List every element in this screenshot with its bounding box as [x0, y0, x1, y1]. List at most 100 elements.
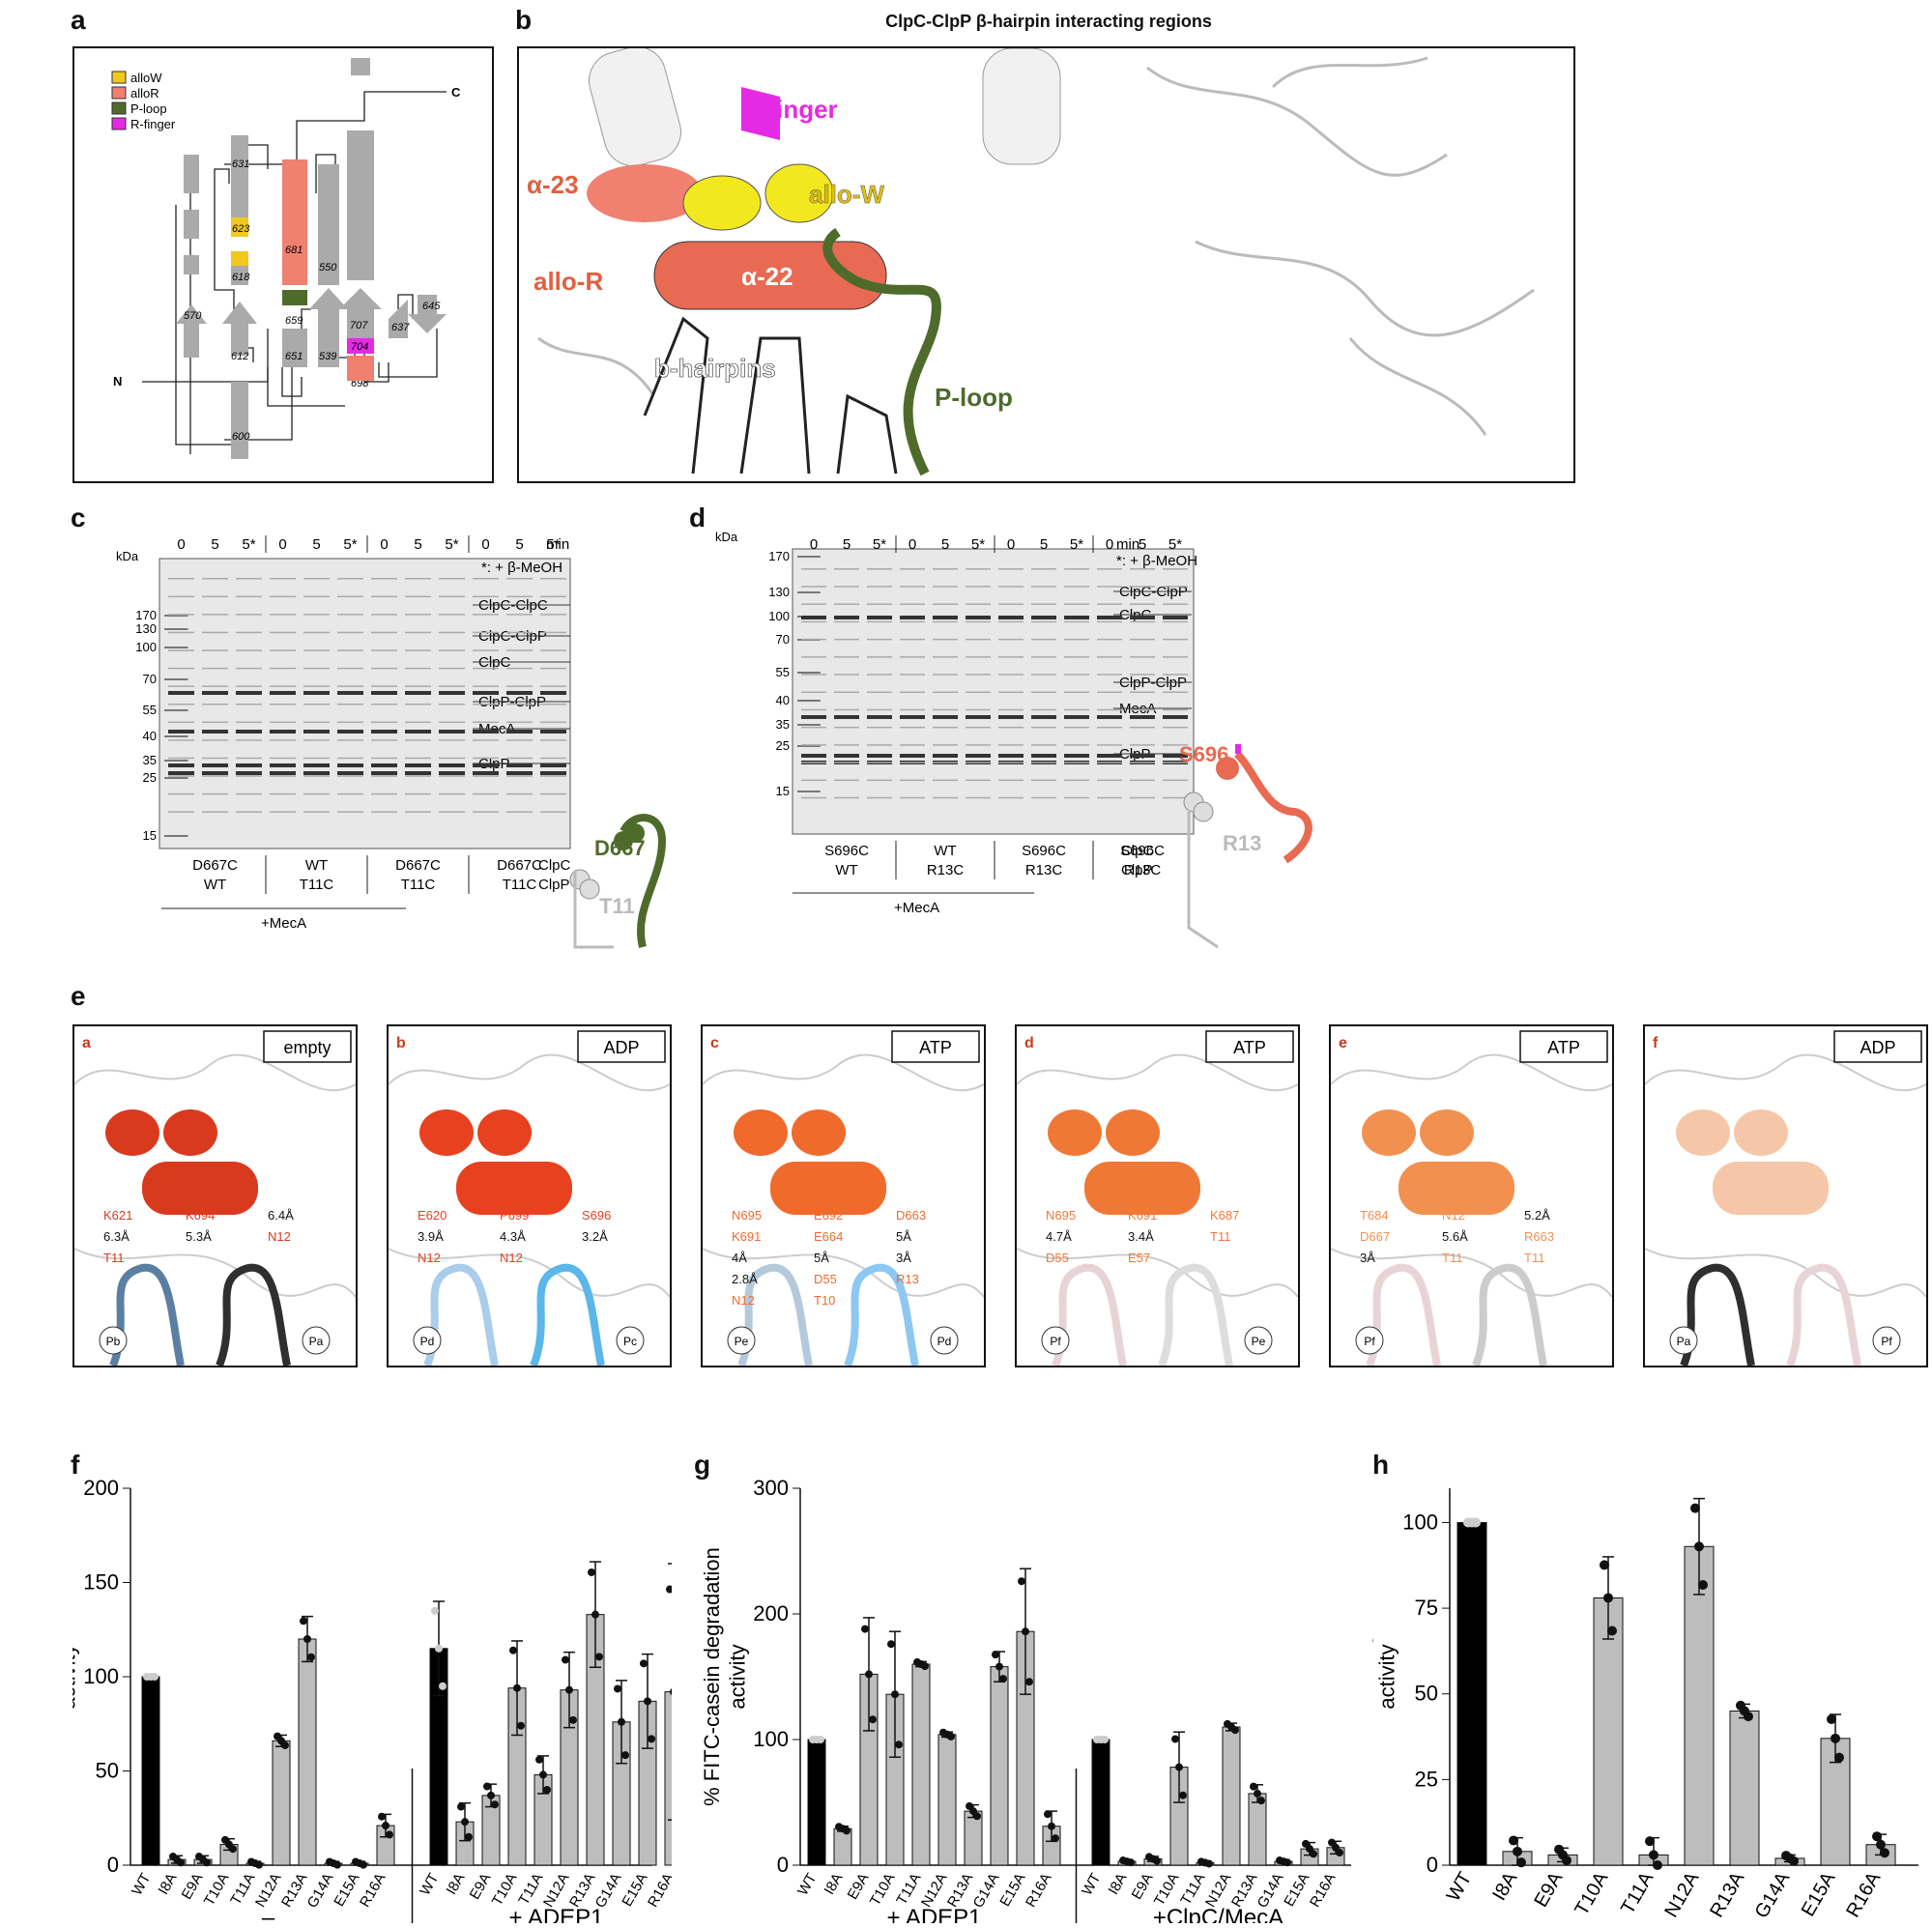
legend-label-allow: alloW [130, 71, 162, 85]
protomer-badge [727, 1326, 756, 1355]
faint-band [473, 667, 499, 670]
helix-small [1362, 1109, 1416, 1156]
time-label: 5* [546, 536, 560, 553]
data-point [865, 1670, 873, 1679]
faint-band [371, 631, 397, 634]
alpha23-helix [587, 164, 703, 222]
faint-band [1163, 638, 1188, 641]
residue-label: D55 [814, 1272, 837, 1286]
faint-band [1163, 796, 1188, 799]
legend-swatch-allor [111, 86, 127, 100]
residue-label: D667 [1360, 1229, 1390, 1244]
faint-band [933, 779, 958, 782]
panel-letter-h: h [1372, 1450, 1390, 1480]
faint-band [1064, 708, 1089, 711]
faint-band [801, 796, 826, 799]
res-631: 631 [232, 158, 249, 170]
gel-band [867, 715, 892, 719]
data-point [513, 1683, 521, 1692]
faint-band [966, 620, 991, 623]
faint-band [1130, 656, 1155, 658]
state-box [1205, 1030, 1294, 1063]
time-labels-c: 0 5 5* 0 5 5* 0 5 5* 0 5 5* [177, 535, 561, 553]
protomer-label: Pe [735, 1335, 749, 1348]
residue-label: T11 [1442, 1251, 1462, 1265]
faint-band [966, 726, 991, 729]
time-label: 0 [908, 536, 916, 553]
res-707: 707 [350, 320, 368, 331]
data-point [1509, 1835, 1518, 1846]
faint-band [834, 779, 859, 782]
note-d: *: + β-MeOH [1116, 553, 1197, 569]
data-point [614, 1684, 621, 1693]
residue-label: K691 [732, 1229, 761, 1244]
mw-marker: 100 [135, 640, 157, 654]
faint-band [834, 620, 859, 623]
residue-label: N12 [418, 1251, 441, 1265]
data-point [1044, 1810, 1052, 1819]
faint-band [1097, 708, 1122, 711]
panel-letter-c: c [71, 503, 86, 532]
faint-band [801, 603, 826, 605]
background-ribbons [537, 56, 1535, 436]
beta-hairpin [1158, 1263, 1233, 1366]
distance-label: 4Å [732, 1251, 747, 1265]
residue-label: T10 [814, 1293, 835, 1308]
helix-top [351, 58, 370, 75]
time-label: 5 [941, 536, 949, 553]
gel-band [867, 754, 892, 758]
x-tick-label: I8A [443, 1871, 468, 1898]
x-tick-label: I8A [155, 1871, 180, 1898]
faint-band [998, 744, 1024, 746]
faint-band [801, 726, 826, 729]
protomer-badge [302, 1326, 331, 1355]
faint-band [506, 757, 533, 760]
panel-b-title: ClpC-ClpP β-hairpin interacting regions [885, 12, 1212, 31]
time-label: 5 [211, 536, 218, 553]
data-point [439, 1682, 447, 1690]
gel-panel-c: kDa 0 5 5* 0 5 5* 0 5 5* 0 5 5* min *: + β-MeOH 170… [92, 522, 710, 976]
chart-g: 0 100 200 300 % FITC-casein degradationactiv… [694, 1469, 1361, 1928]
faint-band [270, 811, 296, 813]
gel-band [202, 730, 228, 734]
res-618: 618 [232, 272, 250, 283]
faint-band [834, 762, 859, 763]
gel-band [168, 763, 194, 767]
faint-band [337, 614, 363, 616]
faint-band [303, 685, 330, 687]
x-tick-label: G14A [1751, 1868, 1795, 1922]
label-alpha23: α-23 [527, 170, 579, 199]
data-point [1645, 1836, 1655, 1847]
faint-band [439, 631, 465, 634]
x-tick-label: R16A [1023, 1871, 1054, 1911]
faint-band [337, 811, 363, 813]
data-point [995, 1662, 1003, 1671]
residue-label: N12 [1442, 1208, 1465, 1223]
inset-structure-c: D667 T11 [569, 814, 667, 949]
time-label: 5 [515, 536, 523, 553]
data-point [1283, 1858, 1291, 1867]
panel-letter-a: a [71, 5, 86, 35]
data-point [1127, 1858, 1135, 1867]
faint-band [998, 762, 1024, 763]
faint-band [405, 792, 431, 795]
faint-band [867, 691, 892, 693]
panel-e-subpanel: e ATP T684 N12 5.2Å D667 5.6Å R663 3Å T11 T11 Pf [1329, 1024, 1614, 1367]
mw-marker: 130 [135, 621, 157, 636]
faint-band [540, 775, 566, 777]
faint-band [202, 792, 228, 795]
gel-band [1097, 754, 1122, 758]
gel-band [270, 771, 296, 775]
helix-600 [231, 382, 248, 459]
faint-band [303, 792, 330, 795]
gel-band [473, 771, 499, 775]
distance-label: 4.3Å [500, 1229, 526, 1244]
data-point [1649, 1850, 1658, 1860]
faint-band [371, 721, 397, 724]
res-651: 651 [285, 351, 303, 362]
data-point [1831, 1733, 1840, 1743]
mw-marker: 35 [776, 717, 790, 732]
faint-band [834, 796, 859, 799]
helix-small [1048, 1109, 1102, 1156]
faint-band [966, 638, 991, 641]
